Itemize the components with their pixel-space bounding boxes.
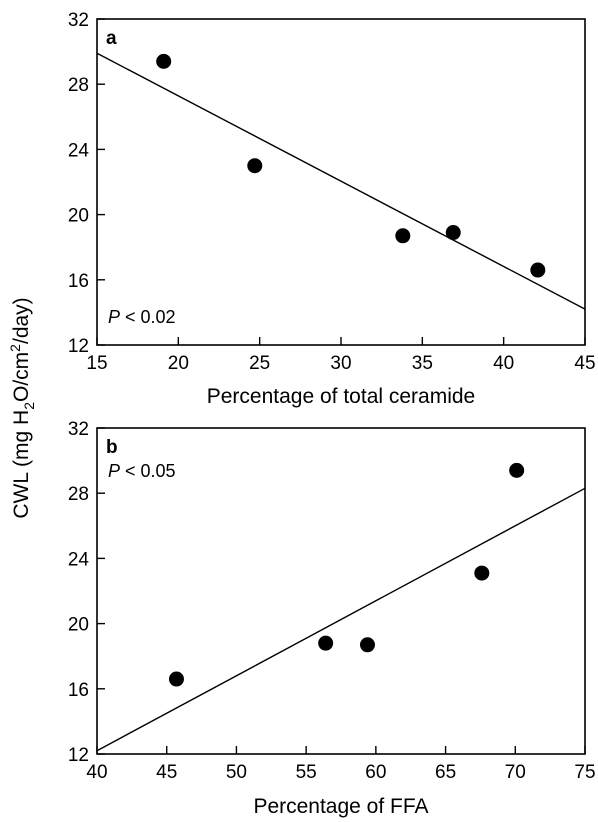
panel-b: b P < 0.05 40 45 50 55 60 65 70 75121620242832 … (68, 419, 596, 818)
x-tick-label: 55 (296, 762, 317, 783)
y-tick-label: 32 (68, 419, 89, 440)
y-axis-title-suffix: /day) (10, 297, 33, 344)
y-tick-label: 20 (68, 615, 89, 636)
y-tick-label: 28 (68, 75, 89, 96)
y-axis-title-sup: 2 (7, 344, 23, 352)
x-tick-label: 15 (86, 353, 107, 374)
x-tick-label: 70 (505, 762, 526, 783)
x-tick-label: 20 (168, 353, 189, 374)
y-tick-label: 16 (68, 680, 89, 701)
p-symbol: P (108, 461, 120, 481)
y-tick-label: 24 (68, 140, 90, 161)
regression-line (96, 487, 586, 752)
y-axis-title-prefix: CWL (mg H (10, 410, 33, 519)
y-tick-label: 24 (68, 549, 90, 570)
data-point (156, 53, 172, 69)
data-point (509, 462, 525, 478)
x-tick-label: 25 (249, 353, 270, 374)
p-threshold: < 0.02 (120, 307, 176, 327)
y-tick-label: 32 (68, 10, 89, 31)
x-tick-label: 40 (86, 762, 107, 783)
ticks: 40 45 50 55 60 65 70 75 12 16 20 24 28 32 (68, 419, 596, 783)
x-tick-label: 75 (574, 762, 595, 783)
panel-label: b (106, 437, 118, 458)
y-tick-label: 12 (68, 336, 89, 357)
y-axis-title-sub: 2 (21, 402, 37, 410)
x-tick-label: 60 (365, 762, 386, 783)
data-point (359, 637, 375, 653)
ticks: 15 20 25 30 35 40 45 12 16 20 24 28 32 (68, 10, 596, 374)
y-axis-title-mid: O/cm (10, 352, 33, 402)
p-symbol: P (108, 307, 120, 327)
panel-label: a (106, 28, 117, 49)
data-point (395, 228, 411, 244)
data-point (474, 565, 490, 581)
data-points (156, 53, 546, 278)
data-point (530, 262, 546, 278)
y-tick-label: 28 (68, 484, 89, 505)
data-point (318, 635, 334, 651)
y-tick-label: 16 (68, 271, 89, 292)
x-tick-label: 45 (156, 762, 177, 783)
data-point (445, 225, 461, 241)
y-tick-label: 20 (68, 206, 89, 227)
x-axis-title: Percentage of total ceramide (207, 385, 476, 408)
y-tick-label: 12 (68, 745, 89, 766)
x-tick-label: 30 (330, 353, 351, 374)
data-point (247, 158, 263, 174)
x-tick-label: 45 (574, 353, 595, 374)
plot-frame (96, 427, 586, 755)
data-point (168, 671, 184, 687)
p-value-annotation: P < 0.05 (108, 461, 176, 481)
x-tick-label: 40 (493, 353, 514, 374)
data-points (168, 462, 525, 687)
y-axis-title: CWL (mg H2O/cm2/day) (7, 297, 37, 518)
x-axis-title: Percentage of FFA (253, 795, 428, 818)
panel-a: a P < 0.02 15 20 25 30 35 40 45 12 16 20 24 28 32 Pe… (68, 10, 596, 408)
x-tick-label: 65 (435, 762, 456, 783)
x-tick-label: 50 (226, 762, 247, 783)
p-value-annotation: P < 0.02 (108, 307, 176, 327)
regression-line (96, 52, 586, 310)
x-tick-label: 35 (412, 353, 433, 374)
plot-frame (96, 18, 586, 346)
p-threshold: < 0.05 (120, 461, 176, 481)
